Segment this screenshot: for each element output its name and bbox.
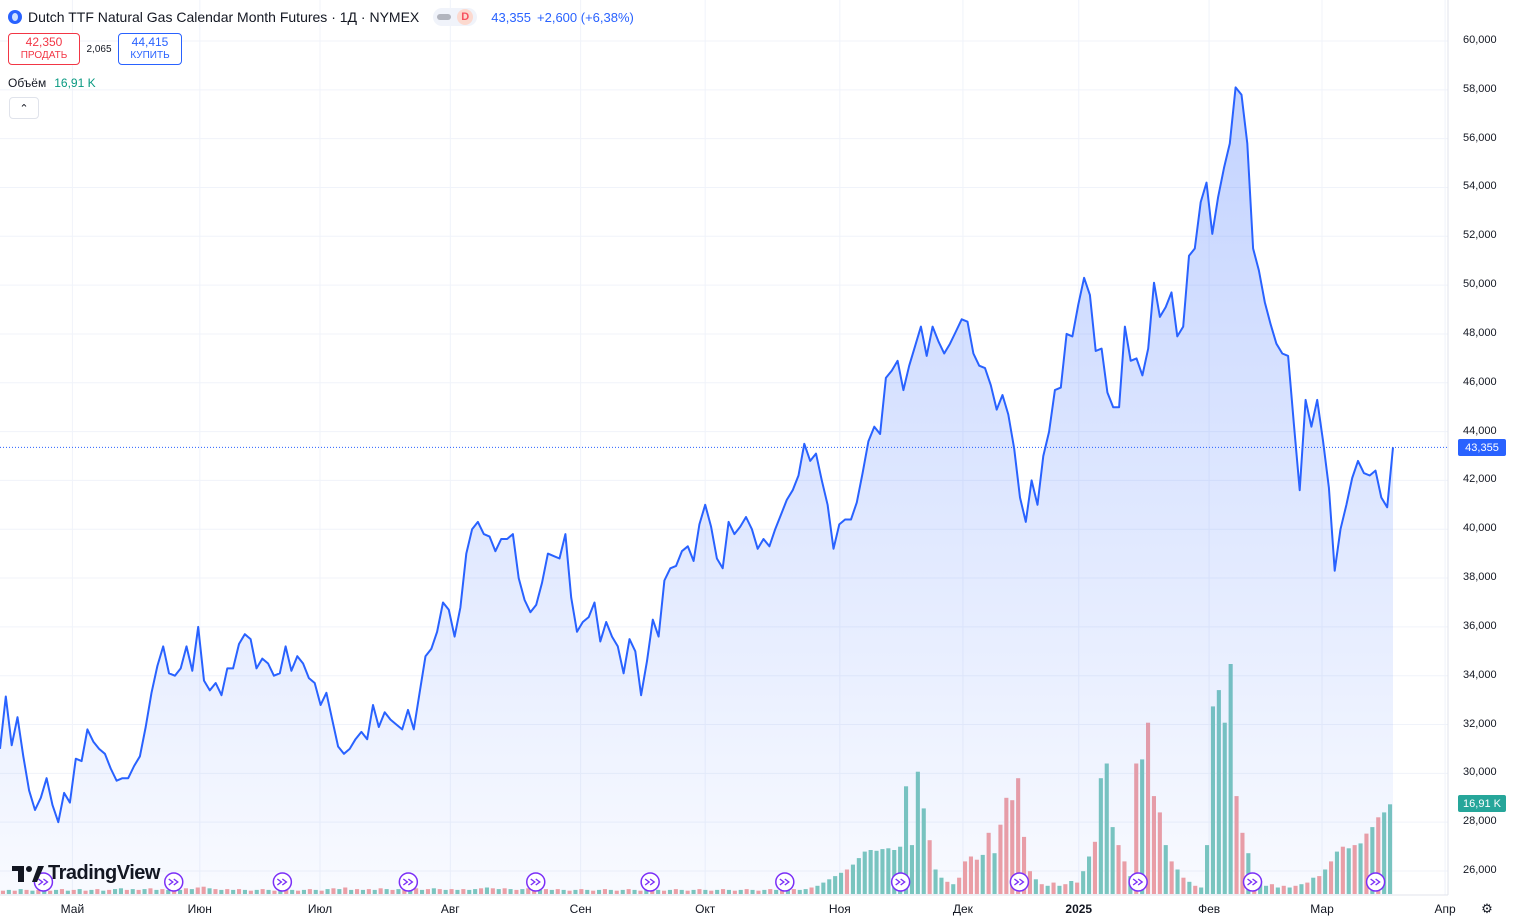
symbol-logo-icon (8, 10, 22, 24)
chevron-up-icon: ⌃ (19, 102, 29, 115)
spread-value: 2,065 (86, 43, 112, 55)
last-price-label: 43,355 (1458, 439, 1506, 457)
dividend-marker-icon[interactable] (1242, 872, 1263, 892)
sell-button[interactable]: 42,350 ПРОДАТЬ (8, 33, 80, 65)
dividend-marker-icon[interactable] (164, 872, 184, 892)
y-tick-label: 56,000 (1463, 131, 1497, 144)
x-tick-label: Сен (569, 902, 592, 916)
dividend-marker-icon[interactable] (398, 872, 419, 892)
y-tick-label: 42,000 (1463, 473, 1497, 486)
x-tick-label: Авг (440, 902, 460, 916)
trade-panel: 42,350 ПРОДАТЬ 2,065 44,415 КУПИТЬ (8, 33, 182, 65)
dividend-marker-icon[interactable] (272, 872, 293, 892)
tradingview-logo[interactable]: TradingView (12, 862, 160, 885)
delayed-badge: D (457, 9, 474, 25)
x-tick-label: Мар (1310, 902, 1334, 916)
last-price: 43,355 (491, 9, 532, 25)
y-tick-label: 28,000 (1463, 815, 1497, 828)
y-tick-label: 58,000 (1463, 82, 1497, 95)
y-tick-label: 32,000 (1463, 717, 1497, 730)
y-tick-label: 34,000 (1463, 668, 1497, 681)
x-tick-label: Окт (695, 902, 716, 916)
gear-icon[interactable]: ⚙ (1481, 901, 1493, 916)
volume-value: 16,91 K (54, 76, 96, 90)
symbol-title[interactable]: Dutch TTF Natural Gas Calendar Month Fut… (28, 9, 420, 25)
y-tick-label: 38,000 (1463, 571, 1497, 584)
brand-name: TradingView (48, 862, 160, 884)
y-tick-label: 48,000 (1463, 326, 1497, 339)
dividend-marker-icon[interactable] (1009, 872, 1030, 892)
x-tick-label: Май (60, 902, 85, 916)
collapse-legend-button[interactable]: ⌃ (9, 97, 39, 119)
y-tick-label: 44,000 (1463, 424, 1497, 437)
y-tick-label: 52,000 (1463, 229, 1497, 242)
price-line (0, 86, 1394, 824)
x-tick-label: Июн (187, 902, 212, 916)
sell-label: ПРОДАТЬ (20, 50, 68, 61)
dividend-marker-icon[interactable] (775, 872, 795, 892)
y-tick-label: 36,000 (1463, 619, 1497, 632)
price-area (0, 87, 1393, 895)
buy-price: 44,415 (131, 35, 169, 49)
buy-label: КУПИТЬ (130, 50, 170, 61)
dividend-marker-icon[interactable] (1365, 872, 1386, 892)
price-change: +2,600 (+6,38%) (537, 9, 634, 25)
symbol-header: Dutch TTF Natural Gas Calendar Month Fut… (8, 6, 634, 28)
status-swatch-icon (437, 14, 452, 20)
market-status-pill[interactable]: D (433, 8, 478, 26)
y-tick-label: 26,000 (1463, 864, 1497, 876)
x-tick-label: Фев (1197, 902, 1221, 916)
x-tick-label: 2025 (1065, 902, 1093, 916)
volume-label: Объём (8, 76, 47, 90)
dividend-marker-icon[interactable] (33, 872, 54, 892)
x-tick-label: Ноя (828, 902, 851, 916)
y-tick-label: 46,000 (1463, 375, 1497, 388)
volume-last-label: 16,91 K (1458, 795, 1506, 813)
y-tick-label: 60,000 (1463, 34, 1497, 46)
sell-price: 42,350 (25, 35, 63, 49)
y-tick-label: 30,000 (1463, 766, 1497, 779)
volume-legend[interactable]: Объём 16,91 K (8, 76, 96, 90)
x-tick-label: Дек (952, 902, 973, 916)
dividend-marker-icon[interactable] (1128, 872, 1148, 892)
y-tick-label: 50,000 (1463, 278, 1497, 291)
x-tick-label: Июл (307, 902, 333, 916)
dividend-marker-icon[interactable] (526, 872, 546, 892)
dividend-marker-icon[interactable] (640, 872, 660, 892)
y-tick-label: 40,000 (1463, 522, 1497, 535)
x-tick-label: Апр (1434, 902, 1456, 916)
tradingview-logo-icon (12, 865, 44, 882)
dividend-marker-icon[interactable] (890, 872, 911, 892)
dividend-markers[interactable] (33, 872, 1386, 892)
y-tick-label: 54,000 (1463, 180, 1497, 193)
buy-button[interactable]: 44,415 КУПИТЬ (118, 33, 182, 65)
